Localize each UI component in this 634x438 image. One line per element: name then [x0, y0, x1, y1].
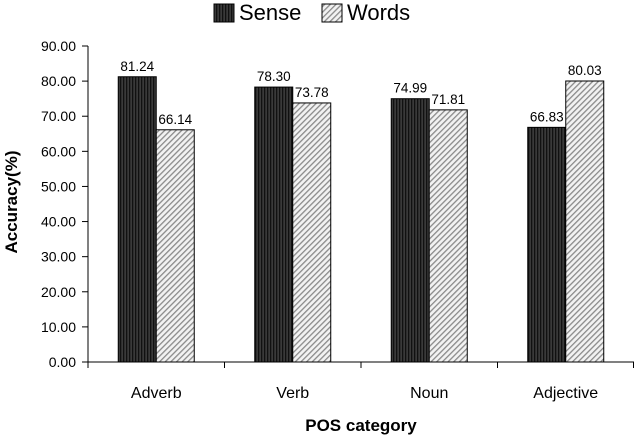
legend: Sense Words	[213, 0, 410, 25]
data-label: 81.24	[120, 59, 154, 74]
bar-words-noun	[428, 109, 468, 363]
data-label: 71.81	[431, 92, 465, 107]
x-category-label: Adjective	[533, 385, 598, 402]
bar-sense-verb	[254, 86, 294, 363]
legend-swatch-words	[321, 3, 343, 23]
bar-words-verb	[292, 102, 332, 363]
data-label: 66.14	[158, 112, 192, 127]
y-tick-label: 40.00	[41, 214, 76, 230]
y-tick-label: 30.00	[41, 249, 76, 265]
data-label: 78.30	[257, 69, 291, 84]
legend-label-words: Words	[347, 0, 410, 25]
y-tick-label: 20.00	[41, 284, 76, 300]
bar-sense-adverb	[117, 76, 157, 363]
bar-words-adjective	[565, 80, 605, 363]
bar-sense-adjective	[527, 126, 567, 363]
y-tick-label: 10.00	[41, 319, 76, 335]
legend-swatch-sense	[213, 3, 235, 23]
y-tick-label: 0.00	[49, 354, 76, 370]
x-axis-categories: Adverb Verb Noun Adjective	[131, 385, 598, 402]
y-tick-label: 60.00	[41, 143, 76, 159]
data-label: 74.99	[393, 81, 427, 96]
y-tick-label: 50.00	[41, 178, 76, 194]
x-category-label: Adverb	[131, 385, 182, 402]
data-label: 66.83	[530, 109, 564, 124]
legend-label-sense: Sense	[239, 0, 301, 25]
y-axis-ticks: 0.00 10.00 20.00 30.00 40.00 50.00 60.00 70.00 8…	[41, 38, 88, 370]
x-category-label: Noun	[410, 385, 448, 402]
x-axis-title: POS category	[305, 416, 417, 435]
bar-words-adverb	[155, 129, 195, 363]
data-label: 80.03	[568, 63, 602, 78]
data-label: 73.78	[295, 85, 329, 100]
y-axis-title: Accuracy(%)	[2, 151, 21, 254]
data-labels: 81.24 66.14 78.30 73.78 74.99 71.81 66.83 80.03	[120, 59, 601, 127]
bar-sense-noun	[390, 98, 430, 363]
y-tick-label: 80.00	[41, 73, 76, 89]
y-tick-label: 70.00	[41, 108, 76, 124]
y-tick-label: 90.00	[41, 38, 76, 54]
x-category-label: Verb	[276, 385, 309, 402]
